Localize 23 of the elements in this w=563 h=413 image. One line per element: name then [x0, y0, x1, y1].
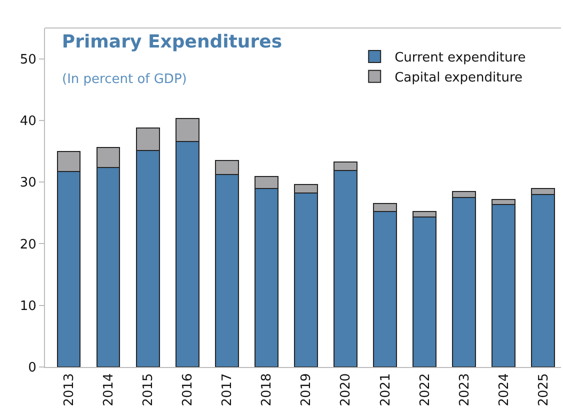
y-tick-label: 50 — [20, 52, 36, 68]
x-tick-label: 2025 — [536, 373, 552, 406]
chart-title: Primary Expenditures — [62, 31, 282, 52]
x-tick-label: 2023 — [457, 373, 472, 406]
y-tick-label: 20 — [20, 237, 36, 252]
x-tick-label: 2020 — [338, 373, 354, 406]
x-tick-label: 2022 — [418, 373, 433, 406]
x-tick-label: 2021 — [378, 373, 394, 406]
x-tick-label: 2015 — [141, 373, 156, 406]
legend-label: Current expenditure — [394, 50, 526, 66]
y-tick-label: 40 — [20, 114, 36, 129]
legend-label: Capital expenditure — [394, 70, 523, 86]
x-tick-label: 2017 — [220, 373, 236, 406]
x-tick-label: 2016 — [180, 373, 196, 406]
y-tick-label: 0 — [28, 360, 36, 376]
x-tick-label: 2018 — [260, 373, 275, 406]
x-tick-label: 2014 — [101, 373, 116, 406]
x-tick-label: 2019 — [299, 373, 314, 406]
y-tick-label: 30 — [20, 176, 36, 191]
text: (In percent of GDP) — [62, 72, 187, 87]
y-tick-label: 10 — [20, 298, 36, 314]
x-tick-label: 2024 — [496, 373, 512, 406]
x-tick-label: 2013 — [62, 373, 77, 406]
